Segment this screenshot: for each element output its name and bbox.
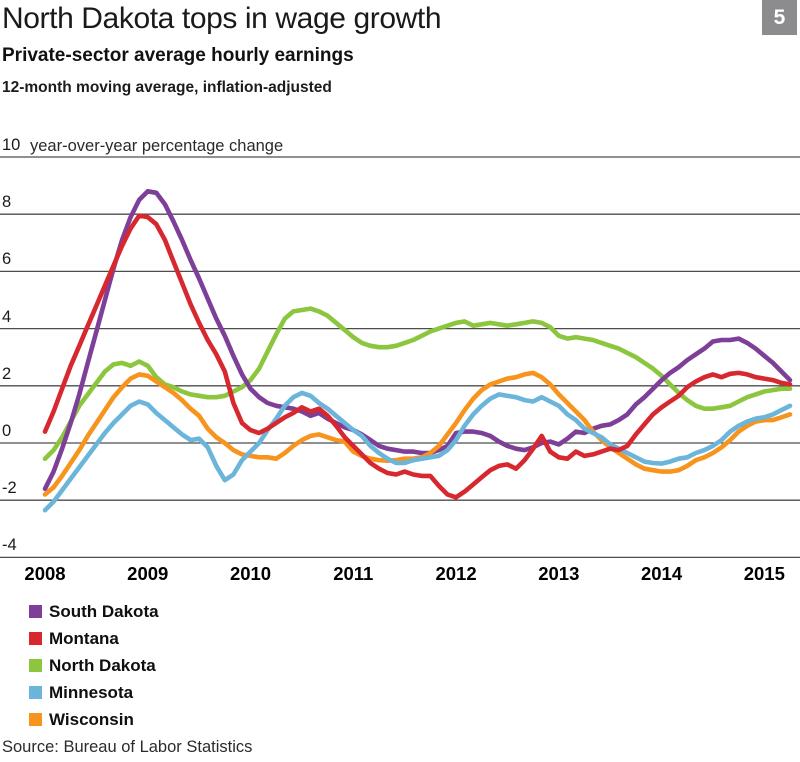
legend-item: South Dakota <box>29 598 159 625</box>
x-tick-label: 2014 <box>640 563 683 584</box>
x-tick-label: 2010 <box>229 563 272 584</box>
page-number-badge: 5 <box>762 0 797 35</box>
legend-label: Minnesota <box>49 682 134 702</box>
chart-note: 12-month moving average, inflation-adjus… <box>2 79 332 96</box>
y-tick-label: 4 <box>2 307 12 326</box>
legend-label: Montana <box>49 628 119 648</box>
legend-swatch <box>29 605 42 618</box>
legend-item: Montana <box>29 625 159 652</box>
legend: South Dakota Montana North Dakota Minnes… <box>29 598 159 733</box>
x-tick-label: 2015 <box>743 563 785 584</box>
legend-swatch <box>29 659 42 672</box>
legend-swatch <box>29 686 42 699</box>
series-line-south-dakota <box>42 189 793 492</box>
x-tick-label: 2008 <box>24 563 66 584</box>
legend-item: North Dakota <box>29 652 159 679</box>
chart-subtitle: Private-sector average hourly earnings <box>2 45 354 66</box>
source-note: Source: Bureau of Labor Statistics <box>2 738 253 756</box>
x-tick-label: 2013 <box>538 563 580 584</box>
series-line-montana <box>42 213 793 500</box>
legend-swatch <box>29 632 42 645</box>
legend-item: Wisconsin <box>29 706 159 733</box>
legend-label: South Dakota <box>49 601 159 621</box>
legend-item: Minnesota <box>29 679 159 706</box>
y-tick-label: 2 <box>2 364 12 383</box>
legend-label: North Dakota <box>49 655 156 675</box>
x-tick-label: 2009 <box>127 563 169 584</box>
page-title: North Dakota tops in wage growth <box>2 2 442 35</box>
y-tick-label: -2 <box>2 479 17 498</box>
legend-label: Wisconsin <box>49 709 134 729</box>
y-tick-label: -4 <box>2 536 17 555</box>
y-tick-label: 10 <box>2 136 21 154</box>
y-tick-label: 8 <box>2 193 12 212</box>
series-line-north-dakota <box>42 306 793 462</box>
series-line-minnesota <box>42 390 793 513</box>
x-tick-label: 2011 <box>333 563 374 584</box>
y-axis-annotation: year-over-year percentage change <box>30 137 284 155</box>
y-tick-label: 0 <box>2 422 12 440</box>
y-tick-label: 6 <box>2 250 12 269</box>
legend-swatch <box>29 713 42 726</box>
x-tick-label: 2012 <box>435 563 477 584</box>
